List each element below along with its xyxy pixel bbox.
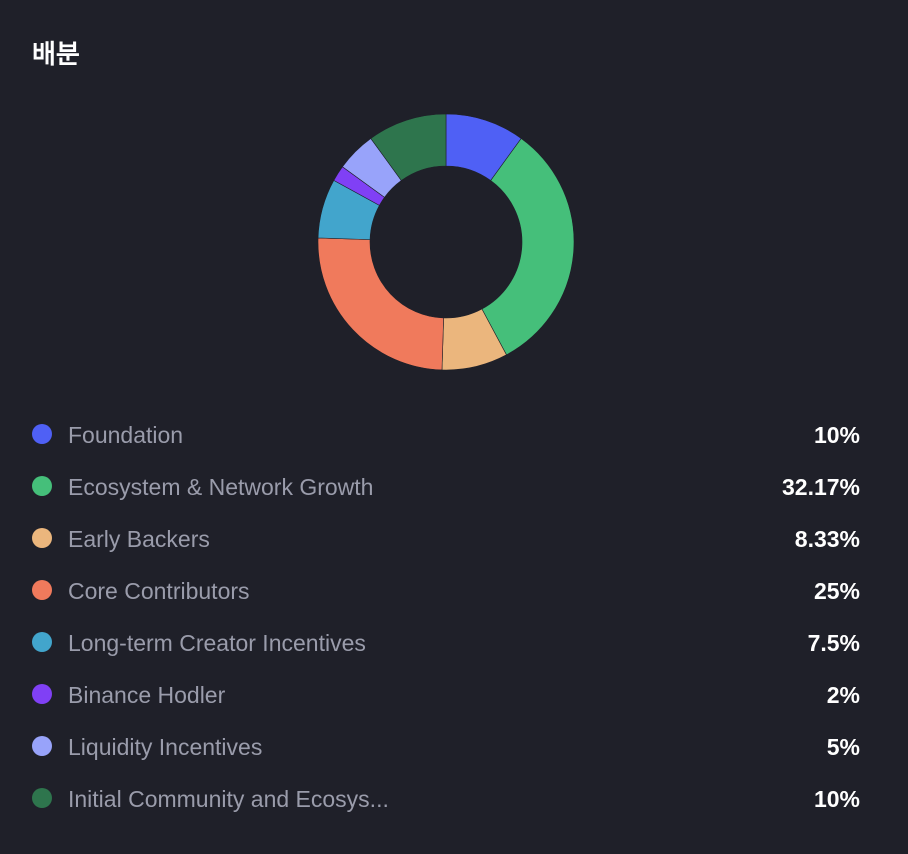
legend-label: Long-term Creator Incentives — [68, 629, 366, 656]
legend-value: 10% — [813, 421, 860, 448]
legend-item-liquidity-incentives[interactable]: Liquidity Incentives 5% — [32, 722, 860, 774]
legend-value: 7.5% — [807, 629, 860, 656]
legend-label: Binance Hodler — [68, 681, 226, 708]
legend-label: Initial Community and Ecosys... — [68, 785, 389, 812]
legend-item-long-term-creator-incentives[interactable]: Long-term Creator Incentives 7.5% — [32, 618, 860, 670]
legend-item-foundation[interactable]: Foundation 10% — [32, 410, 860, 462]
legend-label: Liquidity Incentives — [68, 733, 263, 760]
legend-label: Core Contributors — [68, 577, 250, 604]
donut-slice-initial-community-and-ecosys[interactable] — [370, 113, 447, 181]
legend-item-initial-community-and-ecosys[interactable]: Initial Community and Ecosys... 10% — [32, 774, 860, 826]
legend-item-binance-hodler[interactable]: Binance Hodler 2% — [32, 670, 860, 722]
legend-item-ecosystem-network-growth[interactable]: Ecosystem & Network Growth 32.17% — [32, 462, 860, 514]
legend-item-early-backers[interactable]: Early Backers 8.33% — [32, 514, 860, 566]
legend-value: 2% — [826, 681, 860, 708]
legend-label: Foundation — [68, 421, 184, 448]
legend-label: Early Backers — [68, 525, 210, 552]
legend-color-dot — [32, 580, 52, 600]
chart-legend: Foundation 10% Ecosystem & Network Growth 3… — [32, 410, 860, 826]
legend-color-dot — [32, 788, 52, 808]
donut-chart — [316, 112, 576, 372]
legend-color-dot — [32, 476, 52, 496]
legend-label: Ecosystem & Network Growth — [68, 473, 374, 500]
legend-color-dot — [32, 424, 52, 444]
legend-color-dot — [32, 632, 52, 652]
legend-color-dot — [32, 684, 52, 704]
donut-slice-core-contributors[interactable] — [317, 237, 444, 371]
donut-slice-ecosystem-network-growth[interactable] — [481, 138, 575, 356]
legend-color-dot — [32, 528, 52, 548]
legend-value: 5% — [826, 733, 860, 760]
donut-chart-svg — [317, 113, 575, 371]
legend-value: 25% — [813, 577, 860, 604]
legend-value: 32.17% — [781, 473, 860, 500]
legend-item-core-contributors[interactable]: Core Contributors 25% — [32, 566, 860, 618]
section-title: 배분 — [32, 40, 80, 70]
legend-value: 10% — [813, 785, 860, 812]
legend-color-dot — [32, 736, 52, 756]
legend-value: 8.33% — [794, 525, 860, 552]
